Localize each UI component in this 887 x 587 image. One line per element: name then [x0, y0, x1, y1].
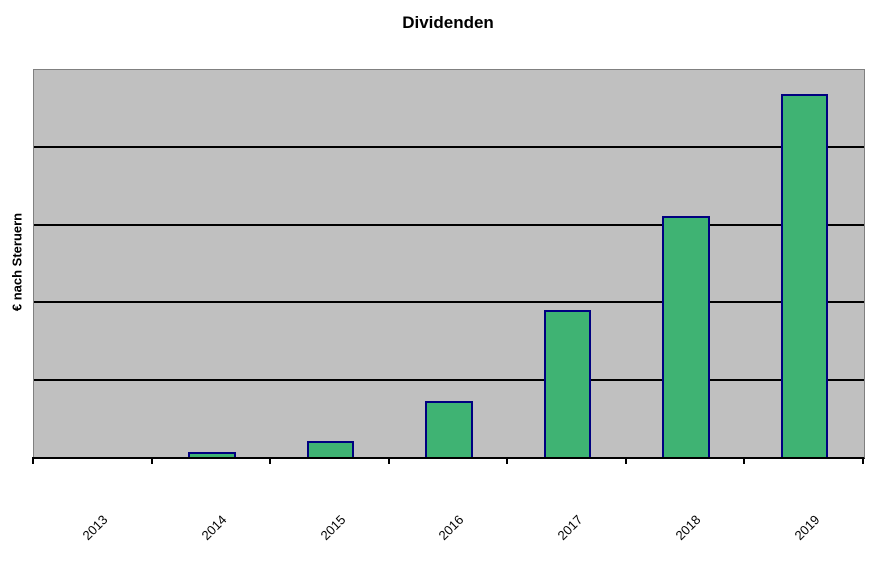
- x-axis-tick: [269, 457, 272, 464]
- x-axis-tick: [624, 457, 627, 464]
- chart-title: Dividenden: [402, 13, 494, 32]
- bar-2016: [425, 401, 473, 457]
- bar-2014: [188, 452, 236, 457]
- x-axis-label-text: 2014: [198, 512, 230, 544]
- gridline: [34, 223, 864, 226]
- bar-2019: [781, 94, 829, 457]
- x-axis-tick: [743, 457, 746, 464]
- gridline: [34, 301, 864, 304]
- x-axis-tick: [506, 457, 509, 464]
- x-axis-tick: [862, 457, 864, 464]
- x-axis-label-text: 2013: [79, 512, 111, 544]
- x-axis-tick: [387, 457, 390, 464]
- bar-2015: [306, 440, 355, 457]
- x-axis-label-text: 2017: [554, 512, 586, 544]
- x-axis-label-text: 2015: [316, 512, 349, 544]
- x-axis-label-text: 2018: [672, 512, 704, 544]
- gridline: [34, 378, 864, 381]
- plot-area: [33, 69, 865, 459]
- bar-2018: [662, 216, 710, 457]
- y-axis-label: € nach Steruern: [9, 212, 25, 312]
- x-axis-label-text: 2019: [791, 512, 823, 544]
- x-axis-tick: [32, 457, 34, 464]
- gridline: [34, 146, 864, 149]
- x-axis-label-text: 2016: [435, 512, 467, 544]
- bar-2017: [543, 309, 592, 457]
- x-axis-tick: [150, 457, 153, 464]
